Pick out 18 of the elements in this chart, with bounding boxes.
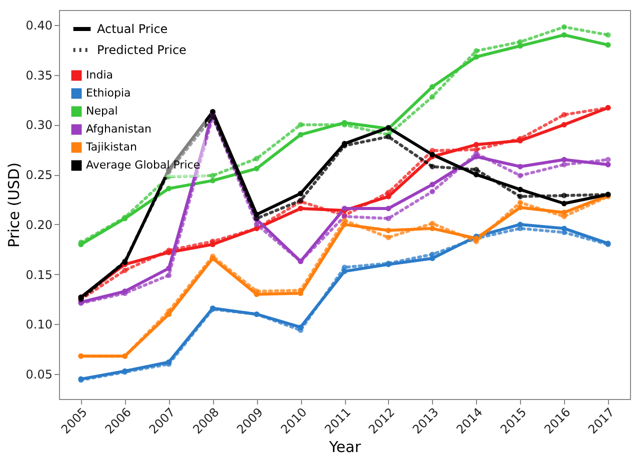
y-axis-title: Price (USD) [4,162,23,248]
y-tick-label: 0.30 [26,118,52,132]
y-tick-label: 0.25 [26,168,52,182]
legend-label: Average Global Price [86,158,200,172]
y-tick-label: 0.40 [26,18,52,32]
y-tick-label: 0.35 [26,68,52,82]
y-tick-label: 0.15 [26,268,52,282]
y-tick-label: 0.05 [26,368,52,382]
annotation: Actual Price [97,22,168,36]
legend-label: Ethiopia [86,86,131,100]
legend-label: Tajikistan [85,140,137,154]
legend-label: Afghanistan [86,122,152,136]
legend-label: India [86,68,113,82]
legend-label: Nepal [86,104,118,118]
y-tick-label: 0.10 [26,318,52,332]
annotation: Predicted Price [97,43,186,57]
x-axis-title: Year [328,438,362,456]
y-tick-label: 0.20 [26,218,52,232]
